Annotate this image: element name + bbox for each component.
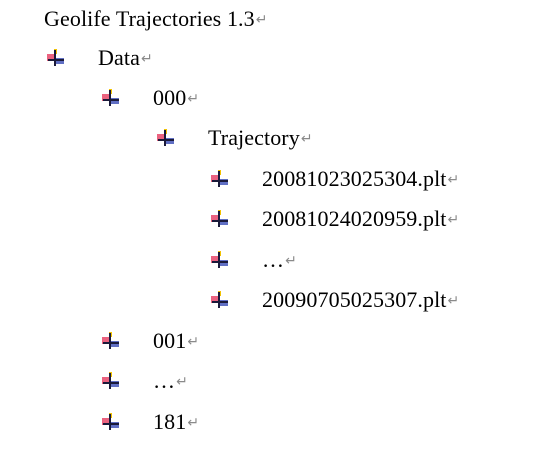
bullet-cross-graphic [210, 290, 230, 310]
bullet-cross-graphic [101, 371, 121, 391]
document-title-line: Geolife Trajectories 1.3 ↵ [44, 4, 267, 34]
paragraph-mark: ↵ [448, 212, 460, 228]
tree-item-folder-181: 181 ↵ [153, 407, 199, 437]
bullet-cross-icon [156, 128, 176, 148]
tree-item-folder-ellipsis: … ↵ [153, 366, 188, 396]
paragraph-mark: ↵ [176, 374, 188, 390]
paragraph-mark: ↵ [187, 334, 199, 350]
paragraph-mark: ↵ [448, 172, 460, 188]
tree-item-file: 20090705025307.plt ↵ [262, 285, 459, 315]
paragraph-mark: ↵ [256, 12, 268, 28]
bullet-cross-graphic [210, 209, 230, 229]
tree-item-label: 20081023025304.plt [262, 164, 447, 194]
bullet-cross-graphic [210, 250, 230, 270]
bullet-cross-graphic [101, 88, 121, 108]
bullet-cross-icon [101, 412, 121, 432]
tree-item-label: 000 [153, 83, 186, 113]
bullet-cross-icon [101, 331, 121, 351]
bullet-cross-icon [210, 290, 230, 310]
paragraph-mark: ↵ [448, 293, 460, 309]
tree-item-label: … [262, 245, 284, 275]
tree-item-label: 181 [153, 407, 186, 437]
tree-item-trajectory: Trajectory ↵ [208, 123, 313, 153]
tree-item-folder-000: 000 ↵ [153, 83, 199, 113]
bullet-cross-icon [101, 88, 121, 108]
bullet-cross-icon [210, 250, 230, 270]
paragraph-mark: ↵ [141, 51, 153, 67]
tree-item-label: 20081024020959.plt [262, 204, 447, 234]
tree-item-label: 20090705025307.plt [262, 285, 447, 315]
bullet-cross-icon [210, 209, 230, 229]
tree-item-data: Data ↵ [98, 43, 153, 73]
paragraph-mark: ↵ [187, 91, 199, 107]
tree-item-label: … [153, 366, 175, 396]
tree-item-label: Data [98, 43, 140, 73]
document-title: Geolife Trajectories 1.3 [44, 4, 255, 34]
paragraph-mark: ↵ [285, 253, 297, 269]
tree-item-label: 001 [153, 326, 186, 356]
tree-item-file: 20081024020959.plt ↵ [262, 204, 459, 234]
bullet-cross-graphic [156, 128, 176, 148]
tree-item-file: 20081023025304.plt ↵ [262, 164, 459, 194]
tree-item-label: Trajectory [208, 123, 300, 153]
bullet-cross-icon [46, 48, 66, 68]
tree-item-folder-001: 001 ↵ [153, 326, 199, 356]
bullet-cross-graphic [46, 48, 66, 68]
tree-item-file: … ↵ [262, 245, 297, 275]
bullet-cross-graphic [101, 412, 121, 432]
bullet-cross-graphic [101, 331, 121, 351]
paragraph-mark: ↵ [187, 415, 199, 431]
bullet-cross-graphic [210, 169, 230, 189]
bullet-cross-icon [101, 371, 121, 391]
paragraph-mark: ↵ [301, 131, 313, 147]
bullet-cross-icon [210, 169, 230, 189]
